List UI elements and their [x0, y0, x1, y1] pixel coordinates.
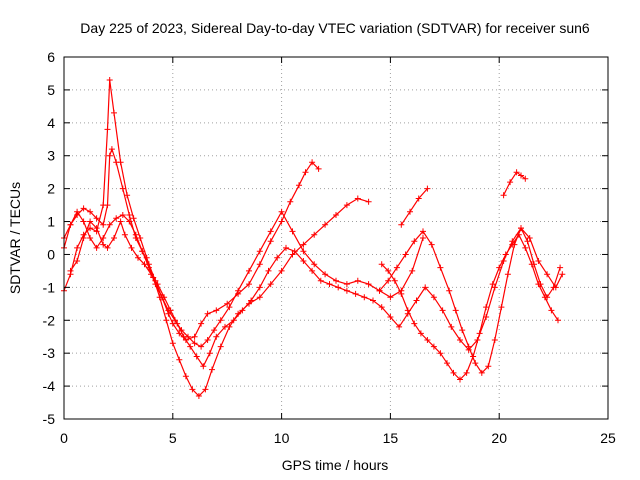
series-track-3 [61, 208, 426, 350]
x-tick-label: 0 [60, 430, 68, 446]
y-tick-label: 3 [47, 148, 55, 164]
series-line [381, 233, 559, 381]
y-tick-label: 2 [47, 181, 55, 197]
series-markers [61, 146, 322, 343]
y-tick-label: 6 [47, 49, 55, 65]
series-markers [398, 185, 431, 228]
series-markers [67, 218, 566, 370]
series-track-4 [67, 218, 566, 370]
y-tick-label: -2 [43, 312, 56, 328]
x-tick-label: 10 [274, 430, 290, 446]
axis-ticks: 0 5 10 15 20 25 -5 -4 -3 -2 -1 0 1 2 3 4 5 6 [43, 49, 616, 446]
y-tick-label: 0 [47, 246, 55, 262]
series-line [400, 188, 428, 226]
series-track-7 [500, 169, 529, 199]
x-tick-label: 5 [169, 430, 177, 446]
y-tick-label: -3 [43, 345, 56, 361]
chart-title: Day 225 of 2023, Sidereal Day-to-day VTE… [80, 20, 590, 36]
series-line [70, 219, 563, 368]
y-tick-label: -5 [43, 411, 56, 427]
data-series [61, 77, 566, 399]
series-markers [61, 208, 426, 350]
y-tick-label: 5 [47, 82, 55, 98]
series-markers [500, 169, 529, 199]
y-tick-label: 4 [47, 115, 55, 131]
series-track-1 [61, 146, 322, 343]
x-tick-label: 25 [600, 430, 616, 446]
series-line [379, 226, 561, 374]
series-markers [378, 231, 561, 383]
series-track-8 [398, 185, 431, 228]
y-tick-label: 1 [47, 214, 55, 230]
x-tick-label: 20 [491, 430, 507, 446]
series-line [63, 79, 369, 397]
y-tick-label: -4 [43, 378, 56, 394]
y-axis-label: SDTVAR / TECUs [7, 182, 23, 294]
x-axis-label: GPS time / hours [282, 457, 389, 473]
x-tick-label: 15 [383, 430, 399, 446]
y-tick-label: -1 [43, 279, 56, 295]
series-track-2 [61, 77, 372, 399]
series-line [63, 210, 424, 348]
plot-frame [63, 56, 609, 420]
series-track-6 [378, 231, 561, 383]
